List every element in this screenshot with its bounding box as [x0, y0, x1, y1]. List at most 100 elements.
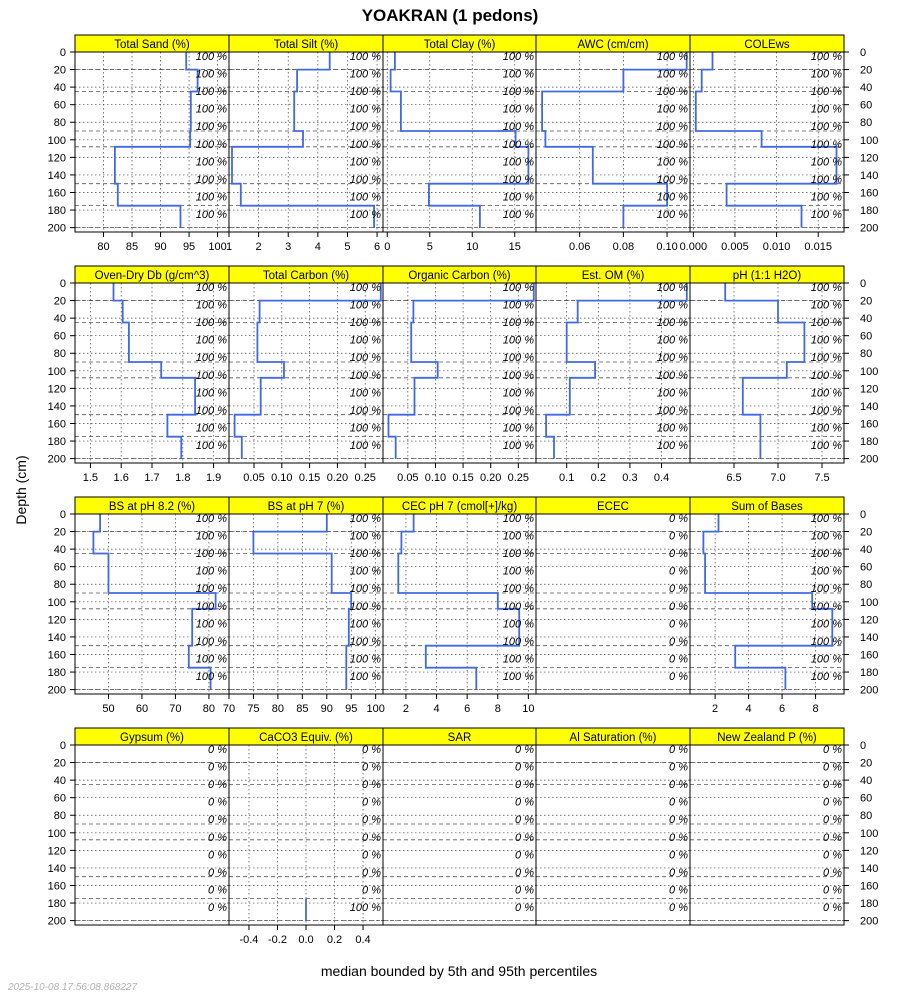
coverage-label: 100 %	[350, 513, 381, 525]
coverage-label: 100 %	[350, 174, 381, 186]
panel: Oven-Dry Db (g/cm^3)100 %100 %100 %100 %…	[74, 265, 230, 484]
coverage-label: 0 %	[669, 762, 688, 774]
coverage-label: 100 %	[811, 653, 842, 665]
strip-label: COLEws	[744, 39, 790, 51]
y-tick-label: 20	[860, 296, 872, 308]
y-tick-label: 20	[54, 758, 66, 770]
coverage-label: 100 %	[811, 636, 842, 648]
x-tick-label: 80	[203, 703, 215, 715]
coverage-label: 0 %	[823, 884, 842, 896]
y-tick-label: 180	[860, 205, 878, 217]
coverage-label: 0 %	[669, 849, 688, 861]
coverage-label: 100 %	[811, 51, 842, 63]
coverage-label: 0 %	[669, 867, 688, 879]
coverage-label: 100 %	[196, 531, 227, 543]
x-tick-label: 0.15	[452, 472, 473, 484]
coverage-label: 100 %	[196, 209, 227, 221]
panel: CEC pH 7 (cmol[+]/kg)100 %100 %100 %100 …	[382, 496, 537, 715]
coverage-label: 0 %	[515, 832, 534, 844]
x-tick-label: 6	[464, 703, 470, 715]
coverage-label: 0 %	[515, 797, 534, 809]
coverage-label: 100 %	[811, 86, 842, 98]
y-tick-label: 0	[860, 278, 866, 290]
x-tick-label: 0.0	[298, 934, 313, 946]
y-tick-label: 60	[860, 100, 872, 112]
y-tick-label: 200	[48, 223, 66, 235]
y-tick-label: 160	[48, 649, 66, 661]
coverage-label: 0 %	[823, 814, 842, 826]
profile-line	[541, 52, 688, 228]
profile-line	[114, 52, 199, 228]
profile-line	[252, 514, 353, 690]
y-tick-label: 160	[860, 880, 878, 892]
x-tick-label: 5	[427, 241, 433, 253]
y-tick-label: 160	[860, 187, 878, 199]
x-tick-label: 2	[403, 703, 409, 715]
y-tick-label: 180	[48, 436, 66, 448]
coverage-label: 100 %	[657, 370, 688, 382]
strip-label: BS at pH 8.2 (%)	[109, 501, 195, 513]
x-tick-label: -0.4	[239, 934, 258, 946]
y-tick-label: 180	[48, 205, 66, 217]
coverage-label: 0 %	[823, 762, 842, 774]
y-tick-label: 60	[860, 793, 872, 805]
x-tick-label: 70	[223, 703, 235, 715]
x-tick-label: 1	[226, 241, 232, 253]
coverage-label: 0 %	[823, 867, 842, 879]
coverage-label: 100 %	[657, 69, 688, 81]
x-tick-label: 7.5	[814, 472, 829, 484]
coverage-label: 100 %	[350, 282, 381, 294]
y-tick-label: 140	[860, 401, 878, 413]
coverage-label: 100 %	[196, 618, 227, 630]
y-tick-label: 40	[54, 544, 66, 556]
panel-grid: Total Sand (%)100 %100 %100 %100 %100 %1…	[48, 34, 878, 946]
x-tick-label: 0.25	[508, 472, 529, 484]
strip-label: Total Silt (%)	[274, 39, 339, 51]
strip-label: Est. OM (%)	[582, 270, 645, 282]
coverage-label: 100 %	[503, 191, 534, 203]
coverage-label: 100 %	[350, 653, 381, 665]
coverage-label: 100 %	[350, 209, 381, 221]
coverage-label: 100 %	[350, 636, 381, 648]
y-tick-label: 200	[48, 454, 66, 466]
coverage-label: 100 %	[196, 121, 227, 133]
x-tick-label: 0.08	[613, 241, 634, 253]
coverage-label: 0 %	[208, 744, 227, 756]
x-tick-label: 100	[366, 703, 384, 715]
strip-label: BS at pH 7 (%)	[268, 501, 345, 513]
y-tick-label: 140	[860, 863, 878, 875]
panel-border	[382, 744, 537, 926]
coverage-label: 0 %	[669, 814, 688, 826]
x-tick-label: 0.1	[559, 472, 574, 484]
coverage-label: 100 %	[811, 566, 842, 578]
x-tick-label: 1.7	[144, 472, 159, 484]
coverage-label: 100 %	[811, 405, 842, 417]
coverage-label: 100 %	[657, 422, 688, 434]
coverage-label: 100 %	[503, 440, 534, 452]
coverage-label: 0 %	[208, 779, 227, 791]
y-tick-label: 180	[860, 667, 878, 679]
coverage-label: 0 %	[823, 902, 842, 914]
y-tick-label: 40	[860, 544, 872, 556]
coverage-label: 100 %	[350, 566, 381, 578]
strip-label: CaCO3 Equiv. (%)	[259, 732, 353, 744]
coverage-label: 100 %	[196, 636, 227, 648]
coverage-label: 100 %	[503, 583, 534, 595]
x-tick-label: 85	[126, 241, 138, 253]
coverage-label: 0 %	[515, 814, 534, 826]
coverage-label: 100 %	[503, 671, 534, 683]
coverage-label: 100 %	[811, 422, 842, 434]
y-tick-label: 160	[860, 418, 878, 430]
coverage-label: 100 %	[350, 104, 381, 116]
coverage-label: 100 %	[196, 422, 227, 434]
coverage-label: 100 %	[350, 86, 381, 98]
coverage-label: 100 %	[350, 422, 381, 434]
coverage-label: 100 %	[503, 86, 534, 98]
coverage-label: 0 %	[669, 566, 688, 578]
coverage-label: 100 %	[196, 352, 227, 364]
coverage-label: 100 %	[811, 317, 842, 329]
x-tick-label: 0.05	[243, 472, 264, 484]
coverage-label: 0 %	[515, 902, 534, 914]
coverage-label: 100 %	[811, 387, 842, 399]
coverage-label: 100 %	[350, 601, 381, 613]
